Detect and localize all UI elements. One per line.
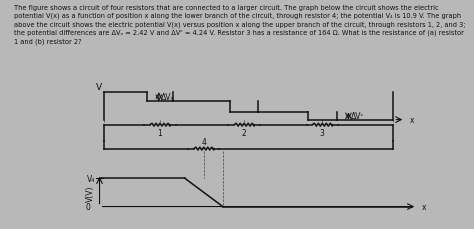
Text: 0: 0 bbox=[85, 202, 90, 211]
Text: 1: 1 bbox=[157, 128, 163, 137]
Text: The figure shows a circuit of four resistors that are connected to a larger circ: The figure shows a circuit of four resis… bbox=[14, 5, 465, 45]
Text: V₄: V₄ bbox=[87, 174, 95, 183]
Text: V(V): V(V) bbox=[86, 184, 95, 201]
Text: 4: 4 bbox=[201, 137, 206, 146]
Text: V: V bbox=[96, 83, 102, 92]
Text: 2: 2 bbox=[242, 128, 246, 137]
Text: 3: 3 bbox=[320, 128, 325, 137]
Text: x: x bbox=[422, 202, 426, 211]
Text: ΔVᶜ: ΔVᶜ bbox=[351, 112, 364, 121]
Text: ΔVₙ: ΔVₙ bbox=[161, 93, 174, 102]
Text: x: x bbox=[410, 116, 414, 125]
